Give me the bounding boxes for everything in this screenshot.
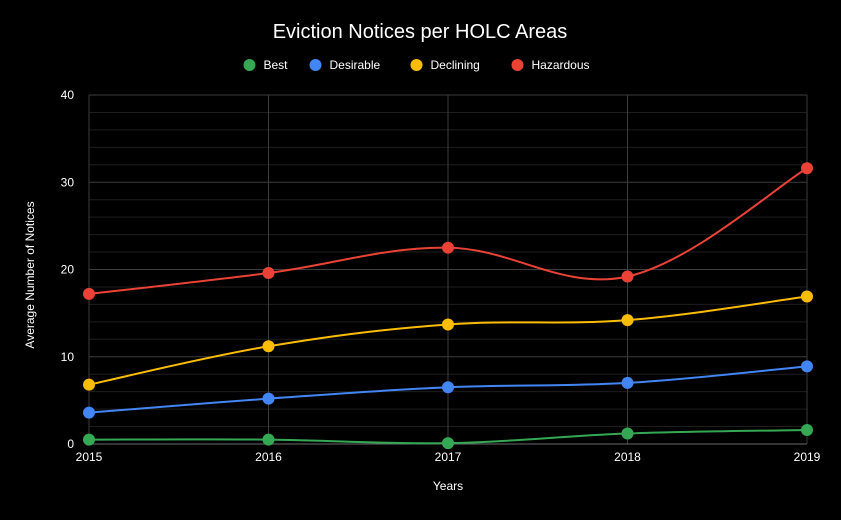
- x-tick-label: 2018: [614, 450, 641, 464]
- y-axis-label: Average Number of Notices: [23, 201, 37, 348]
- y-axis-ticks: 0 10 20 30 40: [61, 88, 75, 451]
- x-tick-label: 2019: [794, 450, 821, 464]
- data-point-declining-2018[interactable]: [621, 314, 634, 327]
- data-point-hazardous-2016[interactable]: [262, 266, 275, 279]
- y-tick-label: 10: [61, 350, 75, 364]
- data-point-desirable-2018[interactable]: [621, 376, 634, 389]
- legend-swatch: [243, 59, 256, 71]
- data-point-best-2018[interactable]: [621, 427, 634, 440]
- legend-label: Declining: [431, 58, 480, 72]
- legend-item-declining: Declining: [410, 58, 480, 72]
- gridlines: [88, 94, 808, 445]
- data-point-hazardous-2018[interactable]: [621, 270, 634, 283]
- x-tick-label: 2016: [255, 450, 282, 464]
- data-point-best-2017[interactable]: [442, 437, 454, 450]
- data-point-best-2015[interactable]: [83, 433, 95, 446]
- legend-label: Best: [264, 58, 289, 72]
- data-point-hazardous-2017[interactable]: [442, 241, 454, 254]
- data-point-hazardous-2015[interactable]: [83, 287, 95, 300]
- legend-swatch: [410, 59, 423, 71]
- x-axis-ticks: 2015 2016 2017 2018 2019: [76, 450, 821, 464]
- legend-swatch: [309, 59, 322, 71]
- legend-item-desirable: Desirable: [309, 58, 381, 72]
- chart-title: Eviction Notices per HOLC Areas: [273, 21, 568, 43]
- x-axis-label: Years: [433, 479, 463, 493]
- y-tick-label: 0: [67, 437, 74, 451]
- y-tick-label: 30: [61, 175, 75, 189]
- legend-item-best: Best: [243, 58, 289, 72]
- x-tick-label: 2015: [76, 450, 103, 464]
- series-points: [83, 162, 813, 450]
- data-point-desirable-2019[interactable]: [801, 360, 813, 373]
- data-point-declining-2019[interactable]: [801, 290, 813, 303]
- y-tick-label: 20: [61, 263, 75, 277]
- data-point-declining-2016[interactable]: [262, 340, 275, 353]
- y-tick-label: 40: [61, 88, 75, 102]
- data-point-desirable-2015[interactable]: [83, 406, 95, 419]
- legend-swatch: [511, 59, 524, 71]
- data-point-best-2016[interactable]: [262, 433, 275, 446]
- legend-label: Desirable: [330, 58, 381, 72]
- legend: Best Desirable Declining Hazardous: [243, 58, 590, 72]
- legend-label: Hazardous: [532, 58, 590, 72]
- data-point-hazardous-2019[interactable]: [801, 162, 813, 175]
- data-point-declining-2015[interactable]: [83, 378, 95, 391]
- x-tick-label: 2017: [435, 450, 462, 464]
- data-point-declining-2017[interactable]: [442, 318, 454, 331]
- legend-item-hazardous: Hazardous: [511, 58, 590, 72]
- data-point-desirable-2016[interactable]: [262, 392, 275, 405]
- data-point-best-2019[interactable]: [801, 424, 813, 437]
- data-point-desirable-2017[interactable]: [442, 381, 454, 394]
